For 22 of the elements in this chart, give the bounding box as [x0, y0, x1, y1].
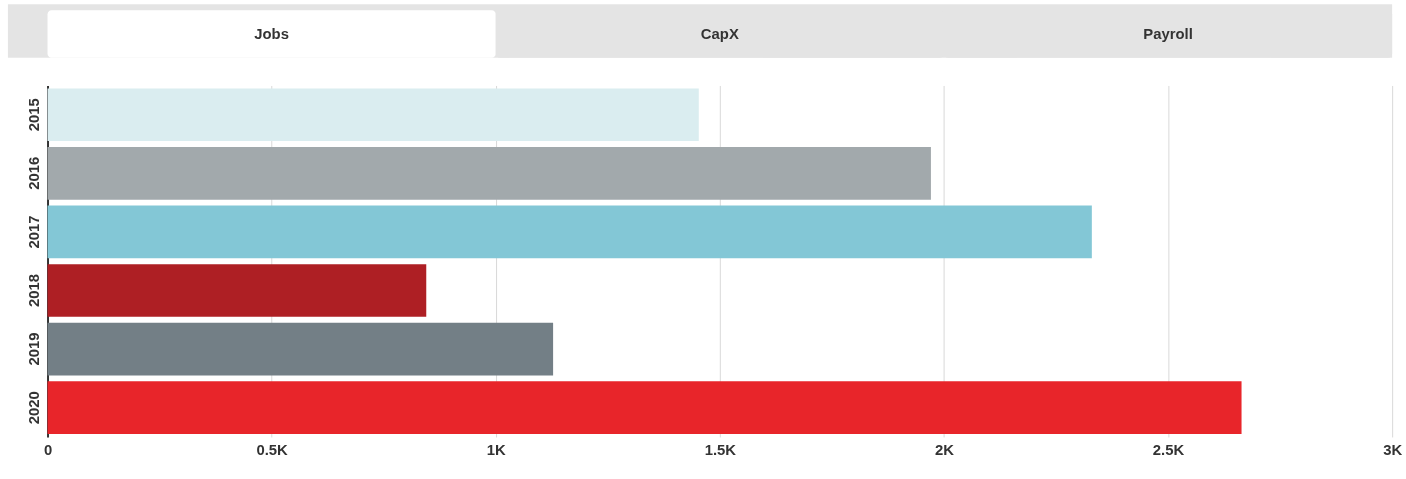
- x-tick-label: 2K: [934, 442, 955, 459]
- x-tick-label: 2.5K: [1152, 442, 1185, 459]
- y-tick-label: 2015: [26, 98, 43, 132]
- x-tick-label: 0.5K: [256, 442, 289, 459]
- y-tick-label: 2020: [26, 391, 43, 425]
- y-tick-label: 2016: [26, 156, 43, 190]
- y-tick-label: 2019: [26, 332, 43, 366]
- bar: [47, 146, 931, 200]
- x-tick-label: 1K: [486, 442, 506, 459]
- text: Jobs: [254, 25, 289, 42]
- text: Payroll: [1143, 25, 1193, 42]
- bar: [47, 205, 1092, 259]
- bar: [47, 322, 554, 376]
- bar: [47, 381, 1242, 435]
- text: CapX: [700, 25, 739, 42]
- y-tick-label: 2017: [26, 215, 43, 249]
- x-tick-label: 3K: [1383, 442, 1403, 459]
- x-tick-label: 0: [43, 442, 53, 459]
- x-tick-label: 1.5K: [704, 442, 737, 459]
- y-tick-label: 2018: [26, 273, 43, 308]
- bar: [47, 264, 427, 317]
- bar: [47, 88, 699, 142]
